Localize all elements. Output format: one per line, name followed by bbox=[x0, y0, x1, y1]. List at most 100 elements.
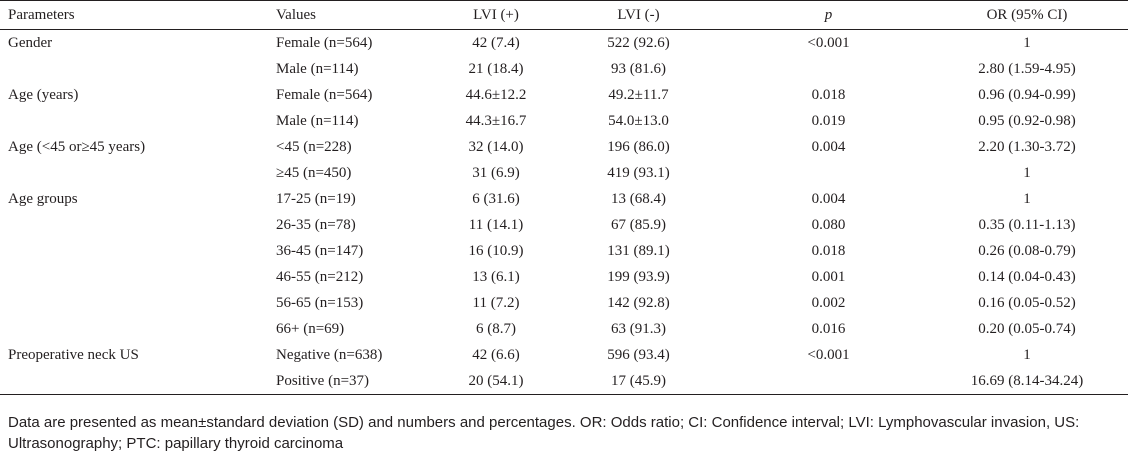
cell-lvi-positive: 11 (14.1) bbox=[468, 217, 524, 233]
cell-value: ≥45 (n=450) bbox=[276, 165, 352, 181]
cell-parameter: Gender bbox=[8, 35, 53, 51]
cell-parameter bbox=[0, 368, 276, 395]
table-row: 36-45 (n=147) 16 (10.9) 131 (89.1) 0.018 0.2… bbox=[0, 238, 1128, 264]
table-header-row: Parameters Values LVI (+) LVI (-) p OR (… bbox=[0, 0, 1128, 30]
cell-p-value: <0.001 bbox=[807, 35, 850, 51]
cell-odds-ratio: 16.69 (8.14-34.24) bbox=[926, 368, 1128, 395]
cell-lvi-positive: 44.3±16.7 bbox=[465, 113, 527, 129]
cell-lvi-negative: 63 (91.3) bbox=[611, 321, 666, 337]
cell-lvi-negative: 142 (92.8) bbox=[607, 295, 670, 311]
cell-p-value: 0.018 bbox=[811, 87, 846, 103]
cell-lvi-negative: 67 (85.9) bbox=[611, 217, 666, 233]
cell-value: 66+ (n=69) bbox=[276, 321, 345, 337]
table-footnote: Data are presented as mean±standard devi… bbox=[8, 414, 1080, 452]
cell-parameter: Preoperative neck US bbox=[8, 347, 139, 363]
cell-lvi-negative: 419 (93.1) bbox=[607, 165, 670, 181]
cell-lvi-positive: 20 (54.1) bbox=[446, 368, 546, 395]
cell-p-value: 0.004 bbox=[811, 139, 846, 155]
table-row: Gender Female (n=564) 42 (7.4) 522 (92.6) <0… bbox=[0, 30, 1128, 57]
cell-odds-ratio: 0.14 (0.04-0.43) bbox=[978, 269, 1076, 285]
cell-odds-ratio: 2.20 (1.30-3.72) bbox=[978, 139, 1076, 155]
cell-lvi-positive: 6 (31.6) bbox=[472, 191, 520, 207]
cell-parameter bbox=[0, 108, 276, 134]
cell-odds-ratio: 0.16 (0.05-0.52) bbox=[978, 295, 1076, 311]
table-row: 56-65 (n=153) 11 (7.2) 142 (92.8) 0.002 0.16… bbox=[0, 290, 1128, 316]
cell-value: <45 (n=228) bbox=[276, 139, 352, 155]
cell-lvi-negative: 596 (93.4) bbox=[607, 347, 670, 363]
cell-odds-ratio: 0.96 (0.94-0.99) bbox=[978, 87, 1076, 103]
cell-p-value bbox=[731, 368, 926, 395]
table-row: 66+ (n=69) 6 (8.7) 63 (91.3) 0.016 0.20 (0.0… bbox=[0, 316, 1128, 342]
cell-lvi-positive: 6 (8.7) bbox=[476, 321, 516, 337]
cell-lvi-negative: 17 (45.9) bbox=[546, 368, 731, 395]
cell-p-value bbox=[731, 56, 926, 82]
cell-value: 17-25 (n=19) bbox=[276, 191, 356, 207]
cell-p-value bbox=[731, 160, 926, 186]
cell-value: 26-35 (n=78) bbox=[276, 217, 356, 233]
cell-odds-ratio: 0.26 (0.08-0.79) bbox=[978, 243, 1076, 259]
table-row: Age (years) Female (n=564) 44.6±12.2 49.2±1… bbox=[0, 82, 1128, 108]
table-row: Preoperative neck US Negative (n=638) 42 (… bbox=[0, 342, 1128, 368]
cell-p-value: 0.019 bbox=[811, 113, 846, 129]
cell-lvi-positive: 16 (10.9) bbox=[468, 243, 524, 259]
cell-p-value: 0.016 bbox=[811, 321, 846, 337]
cell-lvi-negative: 93 (81.6) bbox=[611, 61, 666, 77]
cell-parameter bbox=[0, 212, 276, 238]
table-row: 26-35 (n=78) 11 (14.1) 67 (85.9) 0.080 0.35 … bbox=[0, 212, 1128, 238]
cell-value: Female (n=564) bbox=[276, 87, 373, 103]
cell-p-value: 0.002 bbox=[811, 295, 846, 311]
cell-lvi-positive: 21 (18.4) bbox=[468, 61, 524, 77]
results-table: Parameters Values LVI (+) LVI (-) p OR (… bbox=[0, 0, 1128, 395]
header-lvi-negative: LVI (-) bbox=[546, 0, 731, 30]
cell-parameter: Age (<45 or≥45 years) bbox=[8, 139, 146, 155]
header-p-value: p bbox=[731, 0, 926, 30]
cell-parameter bbox=[0, 238, 276, 264]
cell-odds-ratio: 0.20 (0.05-0.74) bbox=[978, 321, 1076, 337]
cell-value: 46-55 (n=212) bbox=[276, 269, 364, 285]
cell-lvi-negative: 196 (86.0) bbox=[607, 139, 670, 155]
table-row: Male (n=114) 44.3±16.7 54.0±13.0 0.019 0.95 … bbox=[0, 108, 1128, 134]
cell-odds-ratio: 1 bbox=[1023, 347, 1031, 363]
header-odds-ratio: OR (95% CI) bbox=[926, 0, 1128, 30]
cell-p-value: <0.001 bbox=[807, 347, 850, 363]
cell-lvi-negative: 199 (93.9) bbox=[607, 269, 670, 285]
cell-odds-ratio: 1 bbox=[1023, 165, 1031, 181]
cell-lvi-negative: 13 (68.4) bbox=[611, 191, 666, 207]
cell-p-value: 0.004 bbox=[811, 191, 846, 207]
cell-lvi-negative: 522 (92.6) bbox=[607, 35, 670, 51]
cell-value: Female (n=564) bbox=[276, 35, 373, 51]
cell-lvi-positive: 31 (6.9) bbox=[472, 165, 520, 181]
cell-lvi-negative: 49.2±11.7 bbox=[608, 87, 669, 103]
cell-value: 36-45 (n=147) bbox=[276, 243, 364, 259]
cell-value: Male (n=114) bbox=[276, 61, 359, 77]
cell-parameter bbox=[0, 264, 276, 290]
cell-lvi-positive: 44.6±12.2 bbox=[465, 87, 527, 103]
table-row: Positive (n=37) 20 (54.1) 17 (45.9) 16.69 (… bbox=[0, 368, 1128, 395]
cell-odds-ratio: 2.80 (1.59-4.95) bbox=[978, 61, 1076, 77]
cell-lvi-positive: 42 (7.4) bbox=[472, 35, 520, 51]
cell-value: Male (n=114) bbox=[276, 113, 359, 129]
cell-lvi-positive: 42 (6.6) bbox=[472, 347, 520, 363]
cell-parameter bbox=[0, 290, 276, 316]
cell-value: 56-65 (n=153) bbox=[276, 295, 364, 311]
table-row: Age groups 17-25 (n=19) 6 (31.6) 13 (68.4) 0… bbox=[0, 186, 1128, 212]
cell-parameter: Age (years) bbox=[8, 87, 79, 103]
cell-lvi-negative: 54.0±13.0 bbox=[608, 113, 669, 129]
table-body: Gender Female (n=564) 42 (7.4) 522 (92.6) <0… bbox=[0, 30, 1128, 395]
cell-parameter bbox=[0, 316, 276, 342]
cell-odds-ratio: 1 bbox=[1023, 35, 1031, 51]
cell-lvi-negative: 131 (89.1) bbox=[607, 243, 670, 259]
cell-parameter: Age groups bbox=[8, 191, 78, 207]
cell-p-value: 0.001 bbox=[811, 269, 846, 285]
cell-parameter bbox=[0, 160, 276, 186]
cell-lvi-positive: 11 (7.2) bbox=[472, 295, 520, 311]
header-values: Values bbox=[276, 0, 446, 30]
cell-lvi-positive: 32 (14.0) bbox=[468, 139, 524, 155]
cell-value: Positive (n=37) bbox=[276, 368, 446, 395]
cell-p-value: 0.080 bbox=[811, 217, 846, 233]
table-row: 46-55 (n=212) 13 (6.1) 199 (93.9) 0.001 0.14… bbox=[0, 264, 1128, 290]
header-lvi-positive: LVI (+) bbox=[446, 0, 546, 30]
table-row: ≥45 (n=450) 31 (6.9) 419 (93.1) 1 bbox=[0, 160, 1128, 186]
table-row: Male (n=114) 21 (18.4) 93 (81.6) 2.80 (1.59… bbox=[0, 56, 1128, 82]
cell-p-value: 0.018 bbox=[811, 243, 846, 259]
